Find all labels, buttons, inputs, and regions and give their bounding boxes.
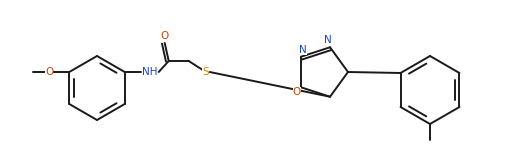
- Text: O: O: [45, 67, 53, 77]
- Text: S: S: [202, 67, 209, 77]
- Text: N: N: [324, 35, 332, 45]
- Text: O: O: [161, 31, 169, 41]
- Text: N: N: [299, 45, 307, 55]
- Text: NH: NH: [142, 67, 157, 77]
- Text: O: O: [293, 87, 301, 97]
